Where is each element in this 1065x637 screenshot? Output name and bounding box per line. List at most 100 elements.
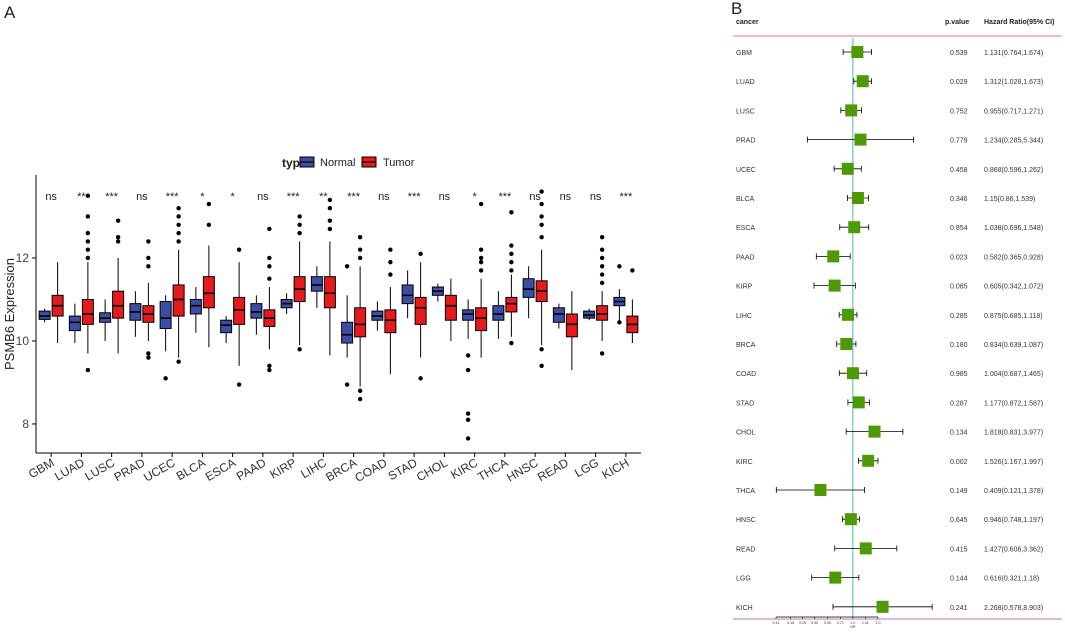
tumor-outlier — [297, 230, 302, 236]
tumor-outlier — [85, 193, 91, 198]
row-pvalue: 0.134 — [950, 430, 968, 437]
hr-square — [827, 250, 840, 263]
hr-square — [814, 484, 827, 496]
tumor-box — [172, 284, 185, 317]
header-pvalue: p.value — [945, 19, 969, 26]
row-hr-text: 0.409(0.121,1.378) — [984, 488, 1043, 495]
x-tick-label: BLCA — [174, 455, 208, 483]
tumor-outlier — [509, 210, 514, 215]
row-hr-text: 0.875(0.685,1.118) — [984, 313, 1043, 320]
tumor-outlier — [327, 226, 333, 232]
significance-label: * — [230, 191, 235, 203]
normal-box — [462, 309, 475, 321]
significance-label: ns — [136, 191, 148, 203]
tumor-box — [596, 305, 609, 321]
y-tick-label: 10 — [16, 334, 30, 348]
normal-box — [341, 321, 354, 344]
tumor-outlier — [146, 351, 151, 356]
tumor-outlier — [206, 222, 212, 227]
row-pvalue: 0.285 — [950, 313, 968, 320]
x-tick-label: GBM — [26, 455, 57, 481]
forest-x-tick-label: 0.12 — [773, 621, 780, 625]
row-pvalue: 0.415 — [950, 546, 968, 553]
y-tick-label: 8 — [22, 417, 29, 431]
panel-a-label: A — [4, 3, 16, 22]
tumor-outlier — [388, 259, 393, 265]
hr-square — [852, 396, 865, 409]
tumor-outlier — [85, 230, 91, 236]
normal-box — [401, 284, 414, 305]
normal-box — [492, 305, 505, 321]
tumor-outlier — [539, 347, 544, 352]
significance-label: *** — [498, 191, 512, 203]
normal-box — [522, 278, 535, 298]
hr-square — [848, 221, 861, 234]
row-hr-text: 0.582(0.365,0.928) — [984, 254, 1043, 261]
x-tick-label: READ — [535, 455, 571, 484]
significance-label: ** — [77, 191, 86, 203]
tumor-outlier — [599, 272, 605, 277]
significance-label: *** — [619, 191, 633, 203]
tumor-outlier — [509, 251, 514, 257]
hr-square — [851, 192, 864, 204]
forest-x-tick-label: 0.35 — [811, 621, 818, 625]
x-tick-label: UCEC — [141, 455, 178, 484]
tumor-outlier — [388, 272, 393, 277]
hr-square — [862, 454, 875, 467]
tumor-outlier — [418, 251, 423, 257]
normal-box — [310, 276, 323, 292]
tumor-outlier — [509, 268, 514, 273]
forest-group: GBM 0.539 1.131(0.764,1.674) LUAD 0.029 1.312… — [736, 38, 1043, 629]
row-cancer: PRAD — [736, 138, 755, 145]
tumor-outlier — [297, 222, 302, 227]
row-hr-text: 0.605(0.342,1.072) — [984, 284, 1043, 291]
tumor-outlier — [297, 347, 302, 352]
tumor-box — [202, 276, 215, 309]
tumor-box — [565, 313, 578, 338]
tumor-outlier — [267, 264, 272, 269]
tumor-outlier — [146, 239, 151, 244]
significance-label: *** — [287, 191, 301, 203]
y-tick-label: 12 — [16, 251, 30, 265]
panel-b-label: B — [731, 0, 742, 18]
tumor-box — [354, 307, 367, 338]
forest-x-tick-label: 0.50 — [824, 621, 831, 625]
tumor-outlier — [85, 367, 91, 373]
tumor-outlier — [599, 264, 605, 269]
tumor-outlier — [85, 214, 91, 219]
normal-box — [68, 315, 81, 332]
hr-square — [854, 133, 867, 146]
row-hr-text: 0.616(0.321,1.18) — [984, 576, 1039, 583]
tumor-outlier — [478, 259, 484, 265]
row-pvalue: 0.752 — [950, 108, 968, 115]
row-hr-text: 1.818(0.831,3.977) — [984, 430, 1043, 437]
row-cancer: LGG — [736, 576, 751, 583]
tumor-outlier — [236, 382, 242, 387]
normal-box — [159, 301, 172, 330]
row-pvalue: 0.458 — [950, 167, 968, 174]
row-hr-text: 1.038(0.696,1.548) — [984, 225, 1043, 232]
row-cancer: KIRP — [736, 284, 753, 291]
row-cancer: READ — [736, 546, 755, 553]
significance-label: *** — [347, 191, 361, 203]
tumor-outlier — [146, 264, 151, 269]
hr-square — [841, 162, 854, 175]
x-tick-label: BRCA — [323, 455, 359, 484]
normal-box — [38, 310, 51, 320]
normal-outlier — [344, 264, 350, 269]
tumor-outlier — [630, 268, 635, 273]
row-cancer: PAAD — [736, 254, 755, 261]
tumor-outlier — [478, 201, 484, 207]
tumor-outlier — [267, 255, 272, 261]
x-tick-label: PAAD — [234, 455, 269, 483]
normal-outlier — [465, 417, 471, 423]
tumor-outlier — [176, 359, 181, 364]
normal-outlier — [617, 320, 622, 325]
tumor-outlier — [357, 396, 363, 402]
normal-outlier — [465, 436, 471, 441]
normal-outlier — [617, 264, 622, 269]
tumor-outlier — [599, 247, 605, 252]
tumor-outlier — [599, 255, 605, 261]
row-hr-text: 0.955(0.717,1.271) — [984, 108, 1043, 115]
x-tick-label: STAD — [386, 455, 420, 483]
